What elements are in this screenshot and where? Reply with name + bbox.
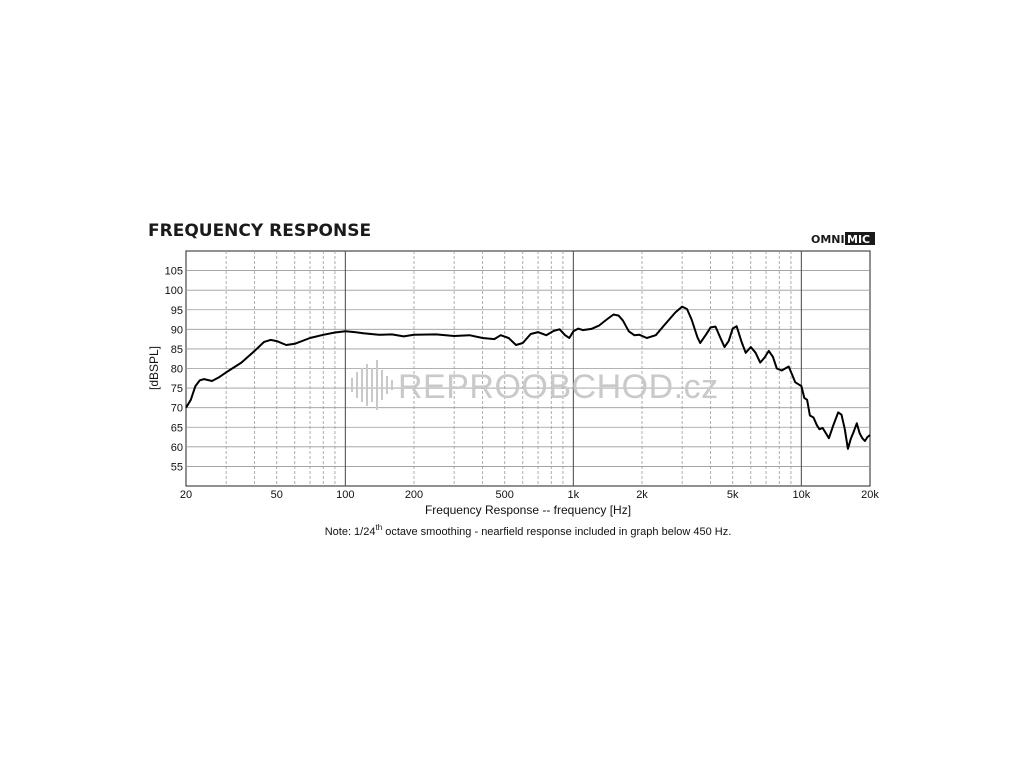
soundwave-icon <box>351 360 393 410</box>
y-tick-labels: 55 60 65 70 75 80 85 90 95 100 105 <box>165 266 183 474</box>
x-tick-label: 500 <box>496 489 514 501</box>
x-tick-labels: 20 50 100 200 500 1k 2k 5k 10k 20k <box>180 489 879 501</box>
watermark-text: REPROOBCHOD.cz <box>398 368 719 406</box>
x-tick-label: 20k <box>861 489 879 501</box>
brand-left: OMNI <box>811 233 845 246</box>
y-tick-label: 60 <box>171 442 183 454</box>
y-tick-label: 70 <box>171 403 183 415</box>
y-tick-label: 85 <box>171 344 183 356</box>
brand-right: MIC <box>847 233 870 246</box>
x-tick-label: 1k <box>568 489 580 501</box>
y-tick-label: 100 <box>165 285 183 297</box>
watermark: REPROOBCHOD.cz <box>351 360 719 410</box>
y-tick-label: 105 <box>165 266 183 278</box>
y-tick-label: 75 <box>171 383 183 395</box>
y-axis-label: [dBSPL] <box>147 346 161 390</box>
y-tick-label: 80 <box>171 364 183 376</box>
x-tick-label: 2k <box>636 489 648 501</box>
x-tick-label: 100 <box>336 489 354 501</box>
x-tick-label: 50 <box>271 489 283 501</box>
series-layer <box>185 305 871 450</box>
chart-title: FREQUENCY RESPONSE <box>148 221 371 241</box>
y-tick-label: 65 <box>171 422 183 434</box>
note-superscript: th <box>375 523 382 532</box>
y-tick-label: 95 <box>171 305 183 317</box>
y-tick-label: 90 <box>171 324 183 336</box>
plot-grid <box>186 251 870 486</box>
smoothing-note: Note: 1/24th octave smoothing - nearfiel… <box>325 523 732 538</box>
brand-badge <box>845 232 875 245</box>
x-tick-label: 10k <box>792 489 810 501</box>
x-tick-label: 5k <box>727 489 739 501</box>
x-tick-label: 200 <box>405 489 423 501</box>
note-suffix: octave smoothing - nearfield response in… <box>382 526 731 538</box>
y-tick-label: 55 <box>171 461 183 473</box>
omnimic-logo: OMNI MIC <box>811 232 875 246</box>
x-tick-label: 20 <box>180 489 192 501</box>
x-axis-label: Frequency Response -- frequency [Hz] <box>425 503 631 517</box>
note-prefix: Note: 1/24 <box>325 526 376 538</box>
response-curve <box>185 305 871 450</box>
